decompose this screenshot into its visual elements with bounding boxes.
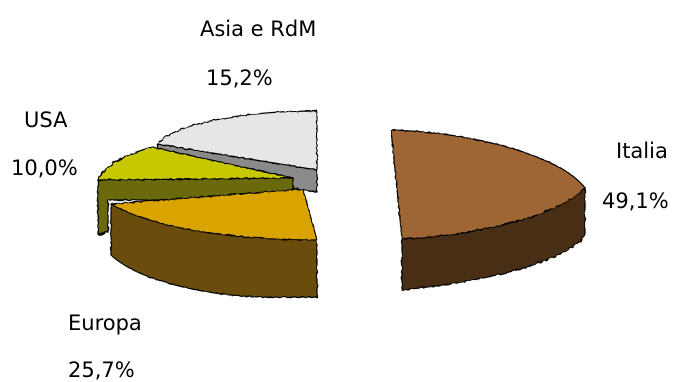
label-asia-value: 15,2%	[206, 66, 273, 90]
slice-italia-top	[390, 129, 586, 240]
label-europa-value: 25,7%	[68, 358, 135, 382]
label-asia-name: Asia e RdM	[200, 17, 316, 41]
slice-usa	[97, 146, 294, 236]
label-italia-name: Italia	[616, 139, 668, 163]
label-italia-value: 49,1%	[602, 189, 669, 213]
label-europa-name: Europa	[68, 311, 142, 335]
slice-asia-top	[155, 110, 318, 171]
label-usa-name: USA	[24, 108, 68, 132]
slice-europa	[109, 188, 318, 298]
slice-europa-top	[109, 188, 318, 241]
slice-italia	[390, 129, 586, 291]
label-usa-value: 10,0%	[11, 156, 78, 180]
slice-usa-top	[97, 146, 294, 181]
